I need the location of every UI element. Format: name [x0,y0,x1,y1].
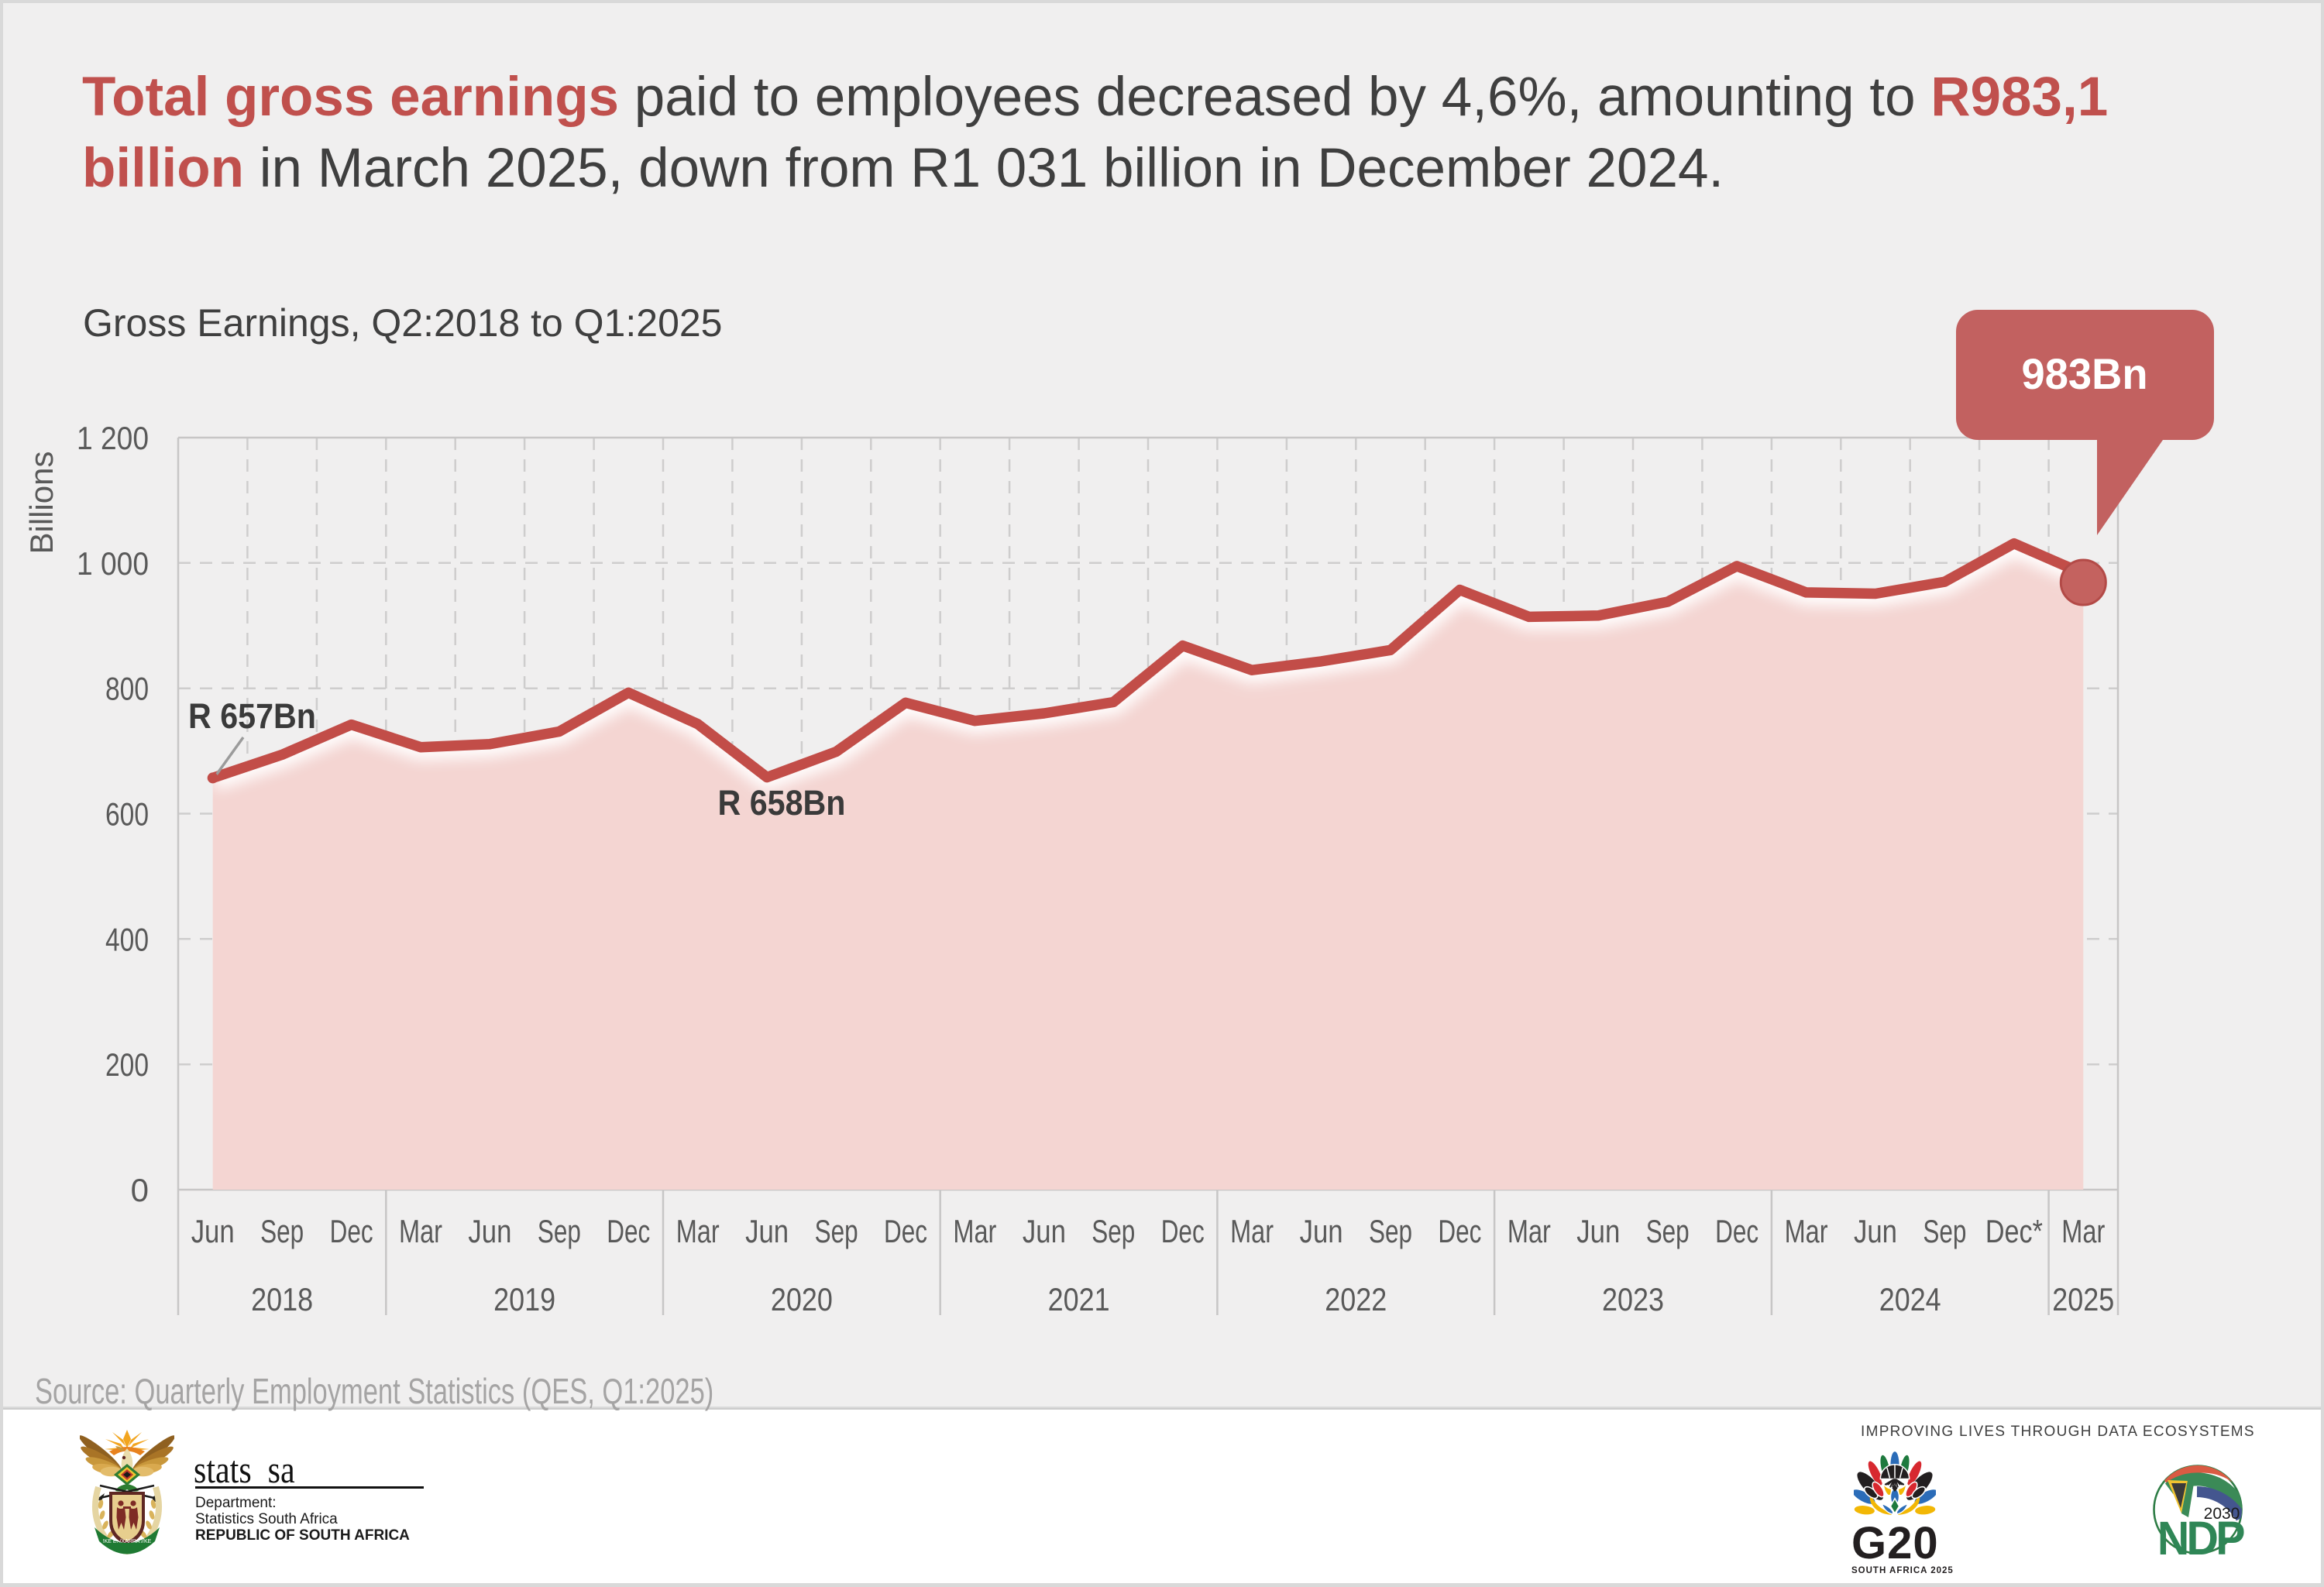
svg-text:Sep: Sep [1092,1213,1135,1249]
svg-text:2024: 2024 [1879,1281,1941,1317]
svg-text:Mar: Mar [2061,1213,2105,1249]
svg-text:2025: 2025 [2052,1281,2114,1317]
svg-text:Sep: Sep [538,1213,581,1249]
svg-text:Jun: Jun [1300,1213,1343,1249]
svg-text:NDP: NDP [2157,1511,2244,1558]
svg-text:Jun: Jun [1023,1213,1066,1249]
svg-text:Sep: Sep [815,1213,858,1249]
svg-text:Dec: Dec [1438,1213,1481,1249]
svg-text:Dec*: Dec* [1985,1213,2043,1249]
svg-text:!KE E: /XARRA //KE: !KE E: /XARRA //KE [103,1539,152,1544]
svg-text:0: 0 [131,1172,149,1208]
svg-text:R 657Bn: R 657Bn [188,696,316,736]
svg-text:Dec: Dec [607,1213,650,1249]
svg-text:2023: 2023 [1602,1281,1664,1317]
svg-text:600: 600 [105,796,149,833]
svg-text:Jun: Jun [1854,1213,1897,1249]
svg-text:1 200: 1 200 [77,420,149,456]
svg-text:Sep: Sep [260,1213,304,1249]
svg-text:200: 200 [105,1046,149,1083]
svg-text:Jun: Jun [191,1213,235,1249]
svg-text:2019: 2019 [493,1281,555,1317]
svg-text:Jun: Jun [745,1213,789,1249]
svg-text:2021: 2021 [1048,1281,1110,1317]
svg-text:2018: 2018 [251,1281,313,1317]
svg-text:R 658Bn: R 658Bn [718,783,846,823]
svg-text:2022: 2022 [1325,1281,1387,1317]
svg-text:400: 400 [105,921,149,957]
svg-text:983Bn: 983Bn [2022,349,2148,398]
svg-text:Mar: Mar [1230,1213,1274,1249]
svg-text:Mar: Mar [399,1213,442,1249]
svg-text:Billions: Billions [23,452,60,555]
svg-text:Jun: Jun [1576,1213,1620,1249]
svg-text:2020: 2020 [771,1281,833,1317]
svg-text:Mar: Mar [676,1213,720,1249]
svg-text:Sep: Sep [1923,1213,1966,1249]
svg-text:Mar: Mar [1508,1213,1551,1249]
svg-text:Mar: Mar [953,1213,996,1249]
svg-text:1 000: 1 000 [77,545,149,582]
svg-text:Jun: Jun [468,1213,511,1249]
svg-text:Dec: Dec [1715,1213,1758,1249]
svg-text:Sep: Sep [1369,1213,1412,1249]
svg-text:Dec: Dec [1161,1213,1205,1249]
svg-text:Mar: Mar [1785,1213,1828,1249]
svg-text:2030: 2030 [2204,1505,2240,1523]
svg-text:Dec: Dec [330,1213,373,1249]
svg-text:Sep: Sep [1646,1213,1690,1249]
svg-text:Dec: Dec [884,1213,927,1249]
svg-text:800: 800 [105,671,149,707]
